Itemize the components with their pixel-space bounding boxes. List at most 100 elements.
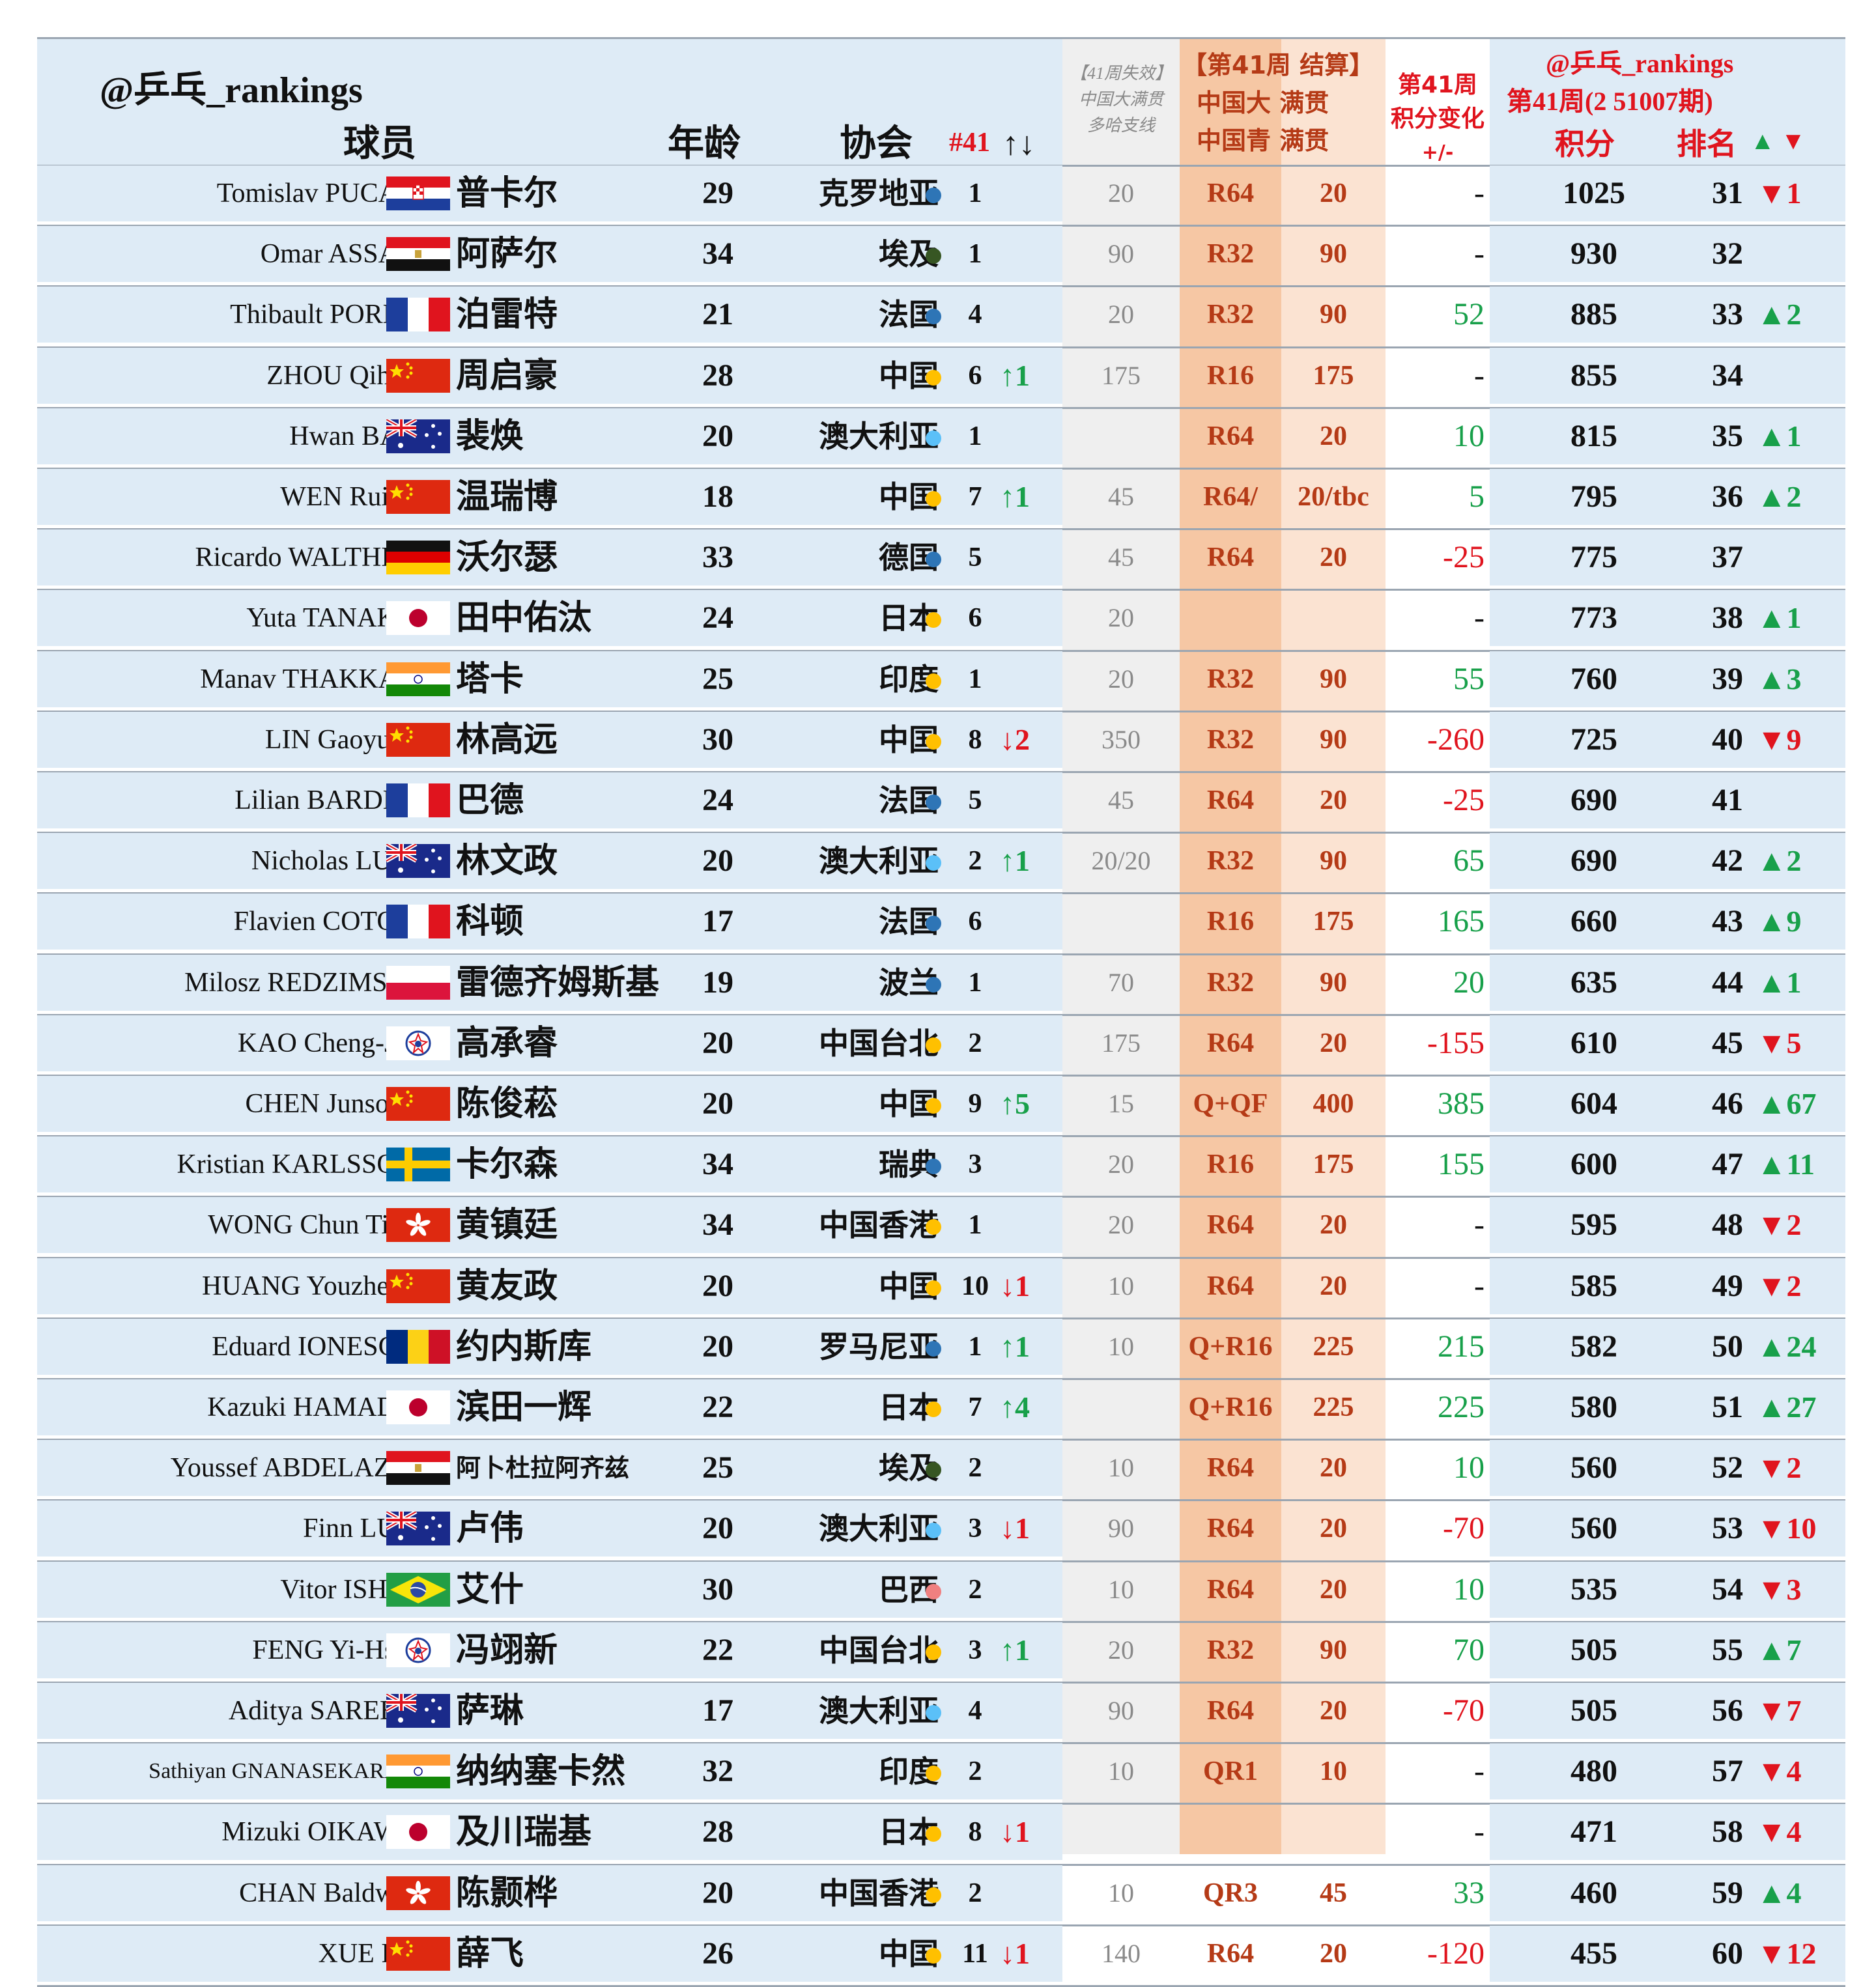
week41-rank: 3: [968, 1635, 982, 1665]
points-change: -: [1474, 176, 1485, 210]
association-dot-icon: [926, 612, 941, 628]
total-points: 610: [1570, 1025, 1617, 1060]
settlement-points: 175: [1313, 360, 1354, 391]
association-dot-icon: [926, 552, 941, 568]
ranking: 59: [1712, 1875, 1743, 1910]
points-change: 155: [1438, 1147, 1485, 1182]
table-row: Kazuki HAMADA 滨田一辉 22 日本 7 ↑4 Q+R16 225 …: [37, 1379, 1845, 1435]
week41-rank: 8: [968, 1817, 982, 1848]
table-row: FENG Yi-Hsin 冯翊新 22 中国台北 3 ↑1 20 R32 90 …: [37, 1622, 1845, 1678]
association-dot-icon: [926, 430, 941, 446]
table-row: XUE Fei 薛飞 26 中国 11 ↓1 140 R64 20 -120 4…: [37, 1925, 1845, 1982]
ranking-move: ▲1: [1757, 601, 1802, 635]
week41-rank-move: ↑1: [1000, 358, 1030, 392]
settlement-round: R32: [1206, 846, 1255, 877]
ranking: 35: [1712, 418, 1743, 453]
ranking: 43: [1712, 904, 1743, 939]
association-dot-icon: [926, 1098, 941, 1114]
association-dot-icon: [926, 1402, 941, 1417]
player-chinese-name: 冯翊新: [456, 1630, 558, 1670]
expired-points: 10: [1108, 1574, 1134, 1604]
week41-rank-move: ↓1: [1000, 1936, 1030, 1970]
ranking-move: ▲3: [1757, 662, 1802, 696]
table-row: Flavien COTON 科顿 17 法国 6 R16 175 165 660…: [37, 894, 1845, 950]
player-chinese-name: 陈颢桦: [456, 1873, 558, 1913]
table-row: KAO Cheng-Jui 高承睿 20 中国台北 2 175 R64 20 -…: [37, 1015, 1845, 1071]
total-points: 795: [1570, 479, 1617, 514]
expired-points: 70: [1108, 967, 1134, 997]
player-chinese-name: 薛飞: [456, 1934, 524, 1973]
settlement-points: 90: [1320, 239, 1347, 270]
points-header: 积分: [1555, 126, 1615, 162]
ranking-move: ▲1: [1757, 419, 1802, 453]
player-age: 20: [702, 1875, 733, 1910]
player-chinese-name: 林高远: [456, 720, 558, 759]
player-chinese-name: 裴焕: [456, 416, 524, 456]
settlement-points: [1281, 590, 1386, 646]
settlement-round: R32: [1206, 967, 1255, 998]
player-chinese-name: 卢伟: [456, 1509, 524, 1549]
rank-header: 排名: [1677, 126, 1737, 162]
player-name: Ricardo WALTHER: [195, 543, 416, 573]
row-rule: [37, 1863, 1845, 1866]
expired-points: 350: [1101, 724, 1141, 754]
player-chinese-name: 萨琳: [456, 1691, 524, 1730]
rank-arrows-header: ▲ ▼: [1750, 128, 1806, 155]
table-row: Aditya SAREEN 萨琳 17 澳大利亚 4 90 R64 20 -70…: [37, 1683, 1845, 1739]
rankings-table: @乒乓_rankings 球员 年龄 协会 #41 ↑↓ 【41周失效】 中国大满…: [37, 37, 1845, 1987]
ranking: 54: [1712, 1571, 1743, 1607]
total-points: 725: [1570, 722, 1617, 757]
settlement-round: R64: [1206, 1574, 1255, 1605]
points-change: -70: [1443, 1511, 1485, 1546]
settlement-points: 20: [1320, 543, 1347, 573]
settlement-round: R32: [1206, 664, 1255, 694]
settlement-points: 10: [1320, 1756, 1347, 1787]
table-row: Vitor ISHIY 艾什 30 巴西 2 10 R64 20 10 535 …: [37, 1561, 1845, 1618]
ranking-move: ▲24: [1757, 1329, 1817, 1363]
ranking: 53: [1712, 1511, 1743, 1546]
player-name: Flavien COTON: [233, 907, 416, 937]
settlement-round: R16: [1206, 1149, 1255, 1180]
ranking: 44: [1712, 965, 1743, 1000]
week41-rank-move: ↑5: [1000, 1087, 1030, 1120]
player-name: Milosz REDZIMSKI: [184, 967, 416, 998]
ranking: 47: [1712, 1147, 1743, 1182]
settlement-round-column: [1180, 37, 1281, 1854]
player-age: 34: [702, 1147, 733, 1182]
points-change: 10: [1453, 418, 1485, 453]
settlement-points: 90: [1320, 300, 1347, 330]
expired-points: 20/20: [1091, 846, 1151, 876]
player-chinese-name: 科顿: [456, 902, 524, 942]
settlement-points: 400: [1313, 1089, 1354, 1119]
total-points: 471: [1570, 1814, 1617, 1850]
row-rule: [37, 892, 1845, 895]
total-points: 760: [1570, 661, 1617, 696]
week41-rank: 3: [968, 1149, 982, 1180]
points-change: 55: [1453, 661, 1485, 696]
settlement-points: 225: [1313, 1331, 1354, 1362]
total-points: 595: [1570, 1207, 1617, 1243]
player-chinese-name: 巴德: [456, 781, 524, 820]
association-dot-icon: [926, 1219, 941, 1235]
player-chinese-name: 黄镇廷: [456, 1205, 558, 1245]
association-dot-icon: [926, 1644, 941, 1660]
table-row: Lilian BARDET 巴德 24 法国 5 45 R64 20 -25 6…: [37, 772, 1845, 828]
player-name: Sathiyan GNANASEKARAN: [149, 1759, 416, 1784]
points-change: -70: [1443, 1693, 1485, 1728]
expired-points: 15: [1108, 1089, 1134, 1118]
points-change-column: [1386, 37, 1490, 1854]
week41-rank-move: ↓1: [1000, 1815, 1030, 1849]
expired-points: 20: [1108, 178, 1134, 208]
association-dot-icon: [926, 1583, 941, 1599]
settlement-points: 20: [1320, 1514, 1347, 1544]
player-age: 25: [702, 661, 733, 696]
player-name: Manav THAKKAR: [200, 664, 416, 694]
player-age: 20: [702, 1025, 733, 1060]
row-rule: [37, 1013, 1845, 1016]
week41-rank: 1: [968, 664, 982, 694]
week41-rank-move: ↓2: [1000, 722, 1030, 756]
row-rule: [37, 468, 1845, 470]
player-chinese-name: 卡尔森: [456, 1145, 558, 1185]
settlement-round: R64: [1206, 1938, 1255, 1969]
player-chinese-name: 周启豪: [456, 356, 558, 395]
